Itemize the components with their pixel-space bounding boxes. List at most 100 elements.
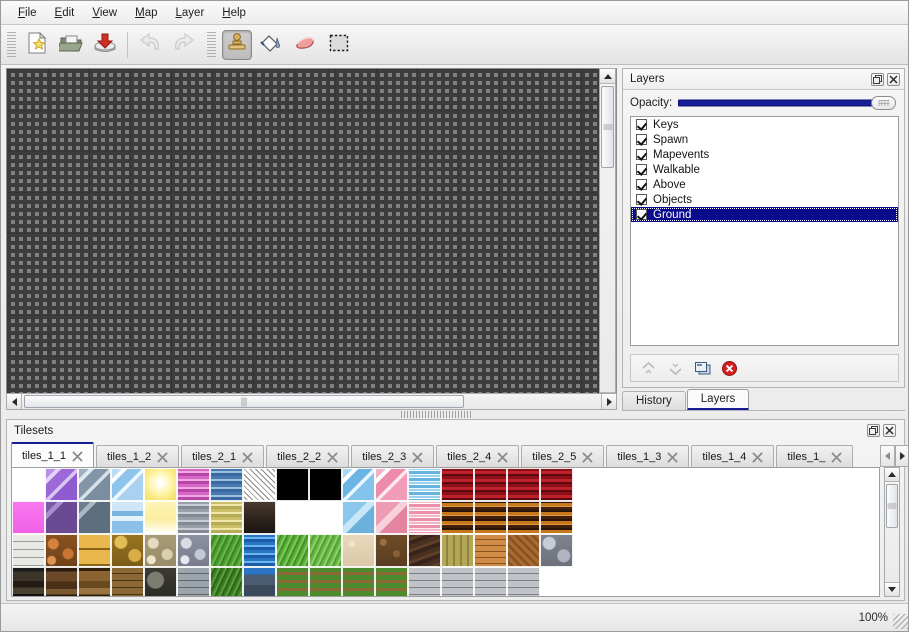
- tile-wood-dark[interactable]: [408, 534, 441, 567]
- tile-glow-yellow-soft[interactable]: [144, 501, 177, 534]
- close-tab-icon[interactable]: [327, 451, 338, 463]
- tile-brick-gray[interactable]: [177, 567, 210, 596]
- save-map-button[interactable]: [90, 30, 120, 60]
- tile-water-wall[interactable]: [243, 567, 276, 596]
- tileset-tab-tiles_2_5[interactable]: tiles_2_5: [521, 445, 605, 468]
- menu-layer[interactable]: Layer: [175, 6, 205, 19]
- layer-row[interactable]: Above: [631, 177, 898, 192]
- tile-water-blue[interactable]: [243, 534, 276, 567]
- tile-blank-white[interactable]: [12, 468, 45, 501]
- layers-dock-float-button[interactable]: [871, 72, 884, 86]
- close-tab-icon[interactable]: [72, 450, 83, 462]
- tile-stripe-gray[interactable]: [177, 501, 210, 534]
- layer-row[interactable]: Objects: [631, 192, 898, 207]
- tile-field-rows[interactable]: [342, 567, 375, 596]
- menu-map[interactable]: Map: [135, 6, 158, 19]
- tile-curtain-red[interactable]: [507, 468, 540, 501]
- stamp-tool-button[interactable]: [222, 29, 252, 60]
- tileset-tab-tiles_1_2[interactable]: tiles_1_2: [96, 445, 180, 468]
- tileset-tab-tiles_1_3[interactable]: tiles_1_3: [606, 445, 690, 468]
- tile-crystal-pink-dark[interactable]: [375, 501, 408, 534]
- tile-crystal-blue[interactable]: [111, 468, 144, 501]
- tile-crystal-lightblue-dark[interactable]: [342, 501, 375, 534]
- tile-crystal-gray-dark[interactable]: [78, 501, 111, 534]
- tileset-vertical-scrollbar[interactable]: [884, 467, 900, 597]
- delete-layer-button[interactable]: [718, 357, 740, 379]
- layer-visibility-checkbox[interactable]: [636, 149, 647, 160]
- layer-list[interactable]: Keys Spawn Mapevents Walkable Above Objects Gr…: [630, 116, 899, 346]
- tile-shard-blue[interactable]: [408, 468, 441, 501]
- tile-herringbone-brown[interactable]: [507, 534, 540, 567]
- close-tab-icon[interactable]: [582, 451, 593, 463]
- close-tab-icon[interactable]: [752, 451, 763, 463]
- opacity-slider[interactable]: [678, 95, 896, 111]
- tileset-tab-tiles_1_1[interactable]: tiles_1_1: [11, 442, 95, 468]
- select-tool-button[interactable]: [324, 30, 354, 60]
- tileset-scrollbar-thumb[interactable]: [886, 484, 898, 528]
- tile-plank-dark[interactable]: [243, 501, 276, 534]
- toolbar-grip[interactable]: [7, 31, 16, 58]
- tile-curtain-orange[interactable]: [441, 501, 474, 534]
- tile-cobble-gray[interactable]: [177, 534, 210, 567]
- scroll-left-button[interactable]: [7, 394, 22, 409]
- tileset-scroll-down-button[interactable]: [885, 582, 899, 596]
- layer-visibility-checkbox[interactable]: [636, 119, 647, 130]
- move-layer-down-button[interactable]: [664, 357, 686, 379]
- close-tab-icon[interactable]: [242, 451, 253, 463]
- layer-visibility-checkbox[interactable]: [636, 164, 647, 175]
- layer-row[interactable]: Keys: [631, 117, 898, 132]
- tile-sand-beige[interactable]: [342, 534, 375, 567]
- tile-net-white[interactable]: [243, 468, 276, 501]
- scroll-right-button[interactable]: [601, 394, 616, 409]
- open-map-button[interactable]: [56, 30, 86, 60]
- undo-button[interactable]: [135, 30, 165, 60]
- fill-tool-button[interactable]: [256, 30, 286, 60]
- tile-tile-gold[interactable]: [78, 534, 111, 567]
- layer-row[interactable]: Walkable: [631, 162, 898, 177]
- tile-stripe-blue[interactable]: [210, 468, 243, 501]
- tile-stone-block[interactable]: [441, 567, 474, 596]
- tile-curtain-red[interactable]: [474, 468, 507, 501]
- tile-crystal-blue-dark[interactable]: [111, 501, 144, 534]
- tileset-tab-tiles_1_4[interactable]: tiles_1_4: [691, 445, 775, 468]
- tile-crystal-purple[interactable]: [45, 468, 78, 501]
- layer-visibility-checkbox[interactable]: [636, 209, 647, 220]
- layer-visibility-checkbox[interactable]: [636, 194, 647, 205]
- tile-glow-yellow[interactable]: [144, 468, 177, 501]
- toolbar-grip-2[interactable]: [207, 31, 216, 58]
- tile-palette[interactable]: [11, 467, 880, 597]
- tile-stone-block[interactable]: [507, 567, 540, 596]
- tile-curtain-red[interactable]: [441, 468, 474, 501]
- opacity-slider-handle[interactable]: [871, 96, 896, 110]
- scroll-up-button[interactable]: [600, 69, 615, 84]
- tile-grass-bright[interactable]: [276, 534, 309, 567]
- tile-stripe-yellow[interactable]: [210, 501, 243, 534]
- tile-cobble-orange[interactable]: [45, 534, 78, 567]
- eraser-tool-button[interactable]: [290, 30, 320, 60]
- menu-file[interactable]: File: [18, 6, 37, 19]
- map-vertical-scrollbar[interactable]: [599, 68, 616, 408]
- menu-edit[interactable]: Edit: [54, 6, 75, 19]
- close-tab-icon[interactable]: [412, 451, 423, 463]
- tile-stripe-magenta[interactable]: [177, 468, 210, 501]
- layers-dock-close-button[interactable]: [887, 72, 900, 86]
- tile-shard-pink[interactable]: [408, 501, 441, 534]
- tile-grass-mossy[interactable]: [210, 567, 243, 596]
- horizontal-splitter[interactable]: [401, 411, 471, 418]
- tile-gravel-brown[interactable]: [375, 534, 408, 567]
- tile-field-rows[interactable]: [276, 567, 309, 596]
- tileset-tab-tiles_2_2[interactable]: tiles_2_2: [266, 445, 350, 468]
- map-horizontal-scrollbar[interactable]: [6, 393, 617, 410]
- layer-visibility-checkbox[interactable]: [636, 134, 647, 145]
- tile-field-rows[interactable]: [309, 567, 342, 596]
- tile-brick-tan[interactable]: [111, 567, 144, 596]
- tileset-tab-tiles_1_[interactable]: tiles_1_: [776, 445, 854, 468]
- menu-help[interactable]: Help: [222, 6, 246, 19]
- tile-curtain-orange[interactable]: [474, 501, 507, 534]
- tile-grass-green[interactable]: [210, 534, 243, 567]
- tilesets-dock-float-button[interactable]: [867, 424, 880, 437]
- tile-crystal-lightblue[interactable]: [342, 468, 375, 501]
- map-canvas[interactable]: [6, 68, 617, 408]
- tile-wall-dark[interactable]: [12, 567, 45, 596]
- layer-row[interactable]: Mapevents: [631, 147, 898, 162]
